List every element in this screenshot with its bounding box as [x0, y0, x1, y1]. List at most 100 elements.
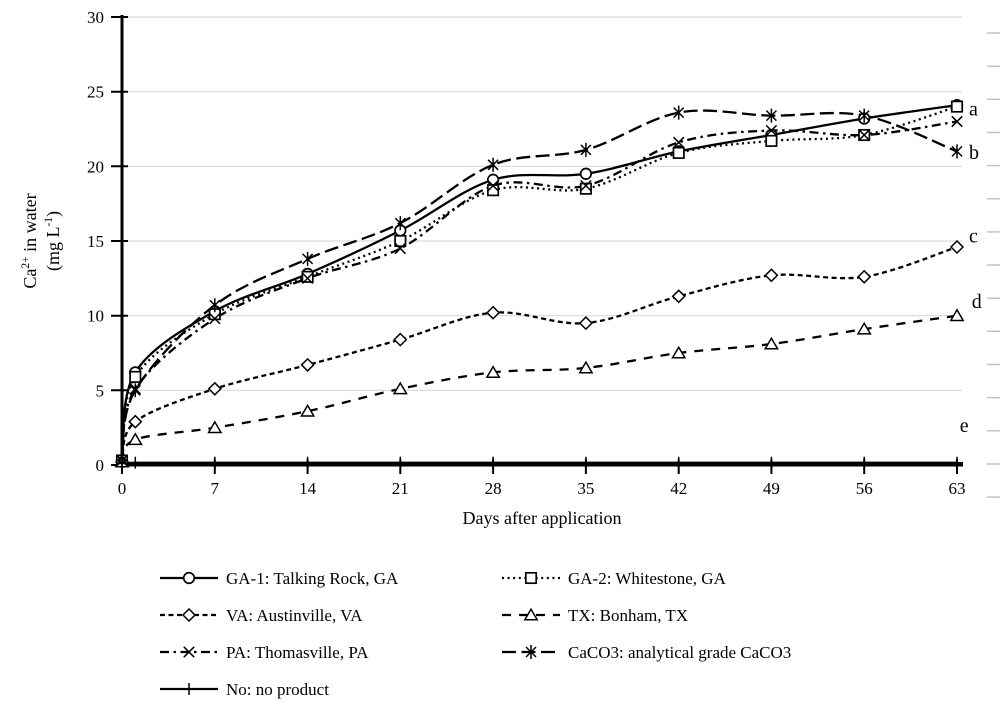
legend-label: GA-1: Talking Rock, GA [226, 569, 399, 588]
legend-item: GA-2: Whitestone, GA [502, 569, 727, 588]
diamond-marker [949, 239, 965, 255]
marker-square [524, 571, 538, 585]
plus-marker [394, 456, 407, 469]
square-marker [950, 100, 964, 113]
marker-plus [301, 456, 314, 469]
legend-label: TX: Bonham, TX [568, 606, 688, 625]
marker-star [129, 383, 141, 398]
x-marker [487, 179, 499, 192]
marker-star [858, 108, 870, 123]
legend-label: VA: Austinville, VA [226, 606, 363, 625]
marker-plus [672, 456, 685, 469]
y-tick-label: 0 [96, 456, 105, 475]
triangle-marker [523, 607, 539, 621]
diamond-marker [300, 357, 315, 372]
marker-star [394, 216, 406, 231]
marker-star [302, 251, 314, 266]
triangle-marker [949, 308, 965, 322]
marker-diamond [207, 381, 222, 396]
plus-marker [487, 456, 500, 469]
legend-item: GA-1: Talking Rock, GA [160, 569, 399, 588]
marker-triangle [392, 381, 408, 395]
y-tick-label: 20 [87, 157, 104, 176]
circle-marker [486, 173, 500, 186]
x-tick-label: 7 [211, 479, 220, 498]
marker-diamond [671, 289, 686, 304]
legend-item: CaCO3: analytical grade CaCO3 [502, 643, 791, 662]
series-line-5 [120, 109, 958, 461]
x-marker [580, 179, 592, 192]
series-line-0 [120, 103, 958, 461]
marker-square [394, 234, 407, 248]
x-tick-label: 35 [577, 479, 594, 498]
right-axis-ticks [987, 32, 1000, 498]
square-marker [524, 571, 538, 585]
triangle-marker [578, 360, 594, 374]
x-marker [394, 242, 407, 255]
star-marker [858, 108, 870, 123]
marker-x [209, 312, 221, 325]
y-axis-title-line2: (mg L-1) [43, 211, 64, 271]
marker-plus [116, 457, 128, 470]
series-line-3 [120, 314, 958, 463]
x-marker [951, 115, 963, 128]
star-marker [951, 144, 963, 159]
legend-label: PA: Thomasville, PA [226, 643, 369, 662]
series-line-1 [120, 105, 958, 461]
marker-triangle [485, 365, 501, 378]
marker-plus [858, 456, 871, 469]
marker-circle [182, 571, 196, 585]
x-tick-label: 28 [485, 479, 502, 498]
legend-item: VA: Austinville, VA [160, 606, 363, 625]
marker-plus [129, 456, 142, 469]
marker-square [579, 182, 592, 195]
marker-plus [183, 683, 195, 695]
diamond-marker [128, 414, 143, 429]
diamond-marker [393, 332, 408, 347]
marker-diamond [578, 316, 593, 331]
marker-x [672, 136, 685, 149]
x-marker [765, 124, 778, 137]
marker-circle [486, 173, 500, 186]
legend-label: No: no product [226, 680, 329, 699]
diamond-marker [207, 381, 222, 396]
marker-triangle [523, 607, 539, 621]
marker-diamond [949, 239, 965, 255]
x-marker [183, 646, 195, 658]
marker-square [765, 134, 778, 147]
marker-star [673, 105, 685, 120]
marker-diamond [393, 332, 408, 347]
legend: GA-1: Talking Rock, GA GA-2: Whitestone, … [160, 569, 791, 699]
x-tick-label: 14 [299, 479, 317, 498]
marker-triangle [300, 403, 316, 417]
marker-triangle [763, 336, 779, 350]
marker-x [765, 124, 778, 137]
marker-plus [765, 456, 778, 469]
star-marker [394, 216, 406, 231]
marker-square [129, 370, 142, 383]
marker-triangle [856, 321, 872, 335]
star-marker [673, 105, 685, 120]
y-tick-label: 5 [96, 381, 105, 400]
marker-diamond [128, 414, 143, 429]
plus-marker [672, 456, 685, 469]
y-tick-label: 15 [87, 232, 104, 251]
star-marker [209, 298, 221, 313]
square-marker [129, 370, 142, 383]
marker-star [487, 157, 499, 172]
plus-marker [951, 456, 963, 469]
x-tick-label: 21 [392, 479, 409, 498]
plus-marker [183, 683, 195, 695]
legend-item: No: no product [160, 680, 329, 699]
marker-x [580, 179, 592, 192]
marker-star [209, 298, 221, 313]
legend-item: PA: Thomasville, PA [160, 643, 369, 662]
x-axis-title: Days after application [463, 508, 622, 528]
square-marker [394, 234, 407, 248]
square-marker [765, 134, 778, 147]
plus-marker [301, 456, 314, 469]
marker-plus [579, 456, 592, 469]
marker-diamond [764, 268, 779, 283]
diamond-marker [764, 268, 779, 283]
